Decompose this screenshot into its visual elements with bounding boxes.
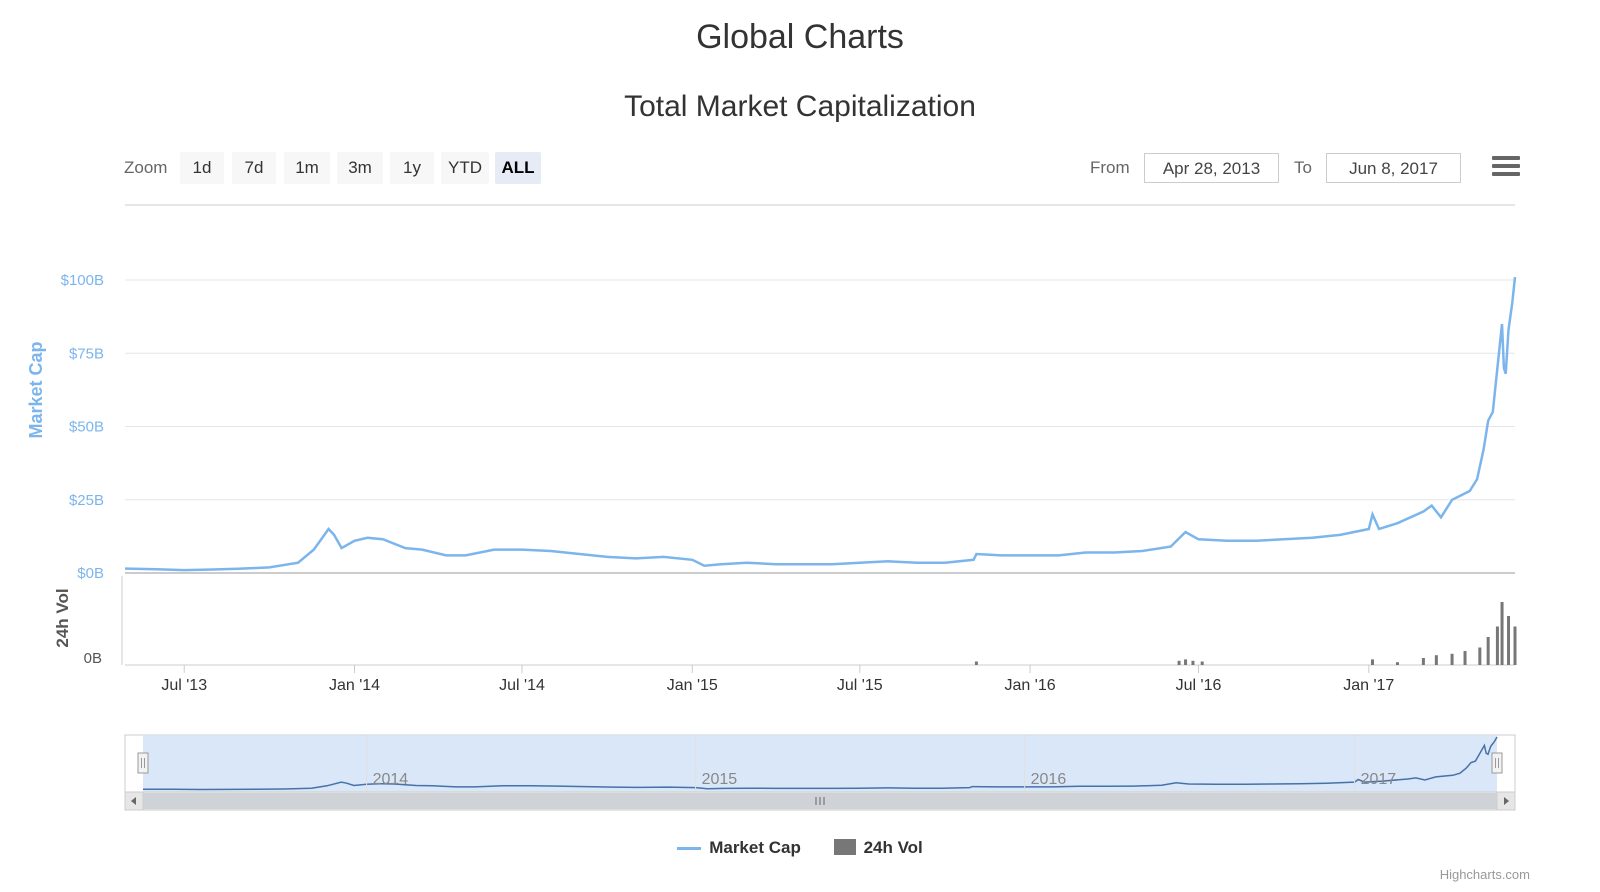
zoom-label: Zoom — [124, 158, 168, 177]
volume-bar — [1434, 655, 1438, 665]
chart-title: Total Market Capitalization — [624, 90, 976, 123]
volume-legend-icon — [833, 839, 856, 855]
x-axis-ticks: Jul '13 Jan '14 Jul '14 Jan '15 Jul '15 Jan '… — [161, 665, 1394, 694]
scroll-left-button[interactable] — [124, 791, 144, 811]
volume-bar — [1486, 637, 1490, 665]
x-tick-label: Jul '13 — [161, 677, 207, 694]
to-date-input[interactable]: Jun 8, 2017 — [1326, 153, 1461, 183]
scroll-right-button[interactable] — [1496, 791, 1516, 811]
navigator-tick-label: 2016 — [1031, 771, 1067, 788]
volume-bar — [1200, 661, 1204, 665]
y-tick-label: $25B — [69, 492, 104, 509]
x-tick-label: Jan '14 — [329, 677, 380, 694]
x-tick-label: Jan '17 — [1343, 677, 1394, 694]
y-tick-label: $0B — [77, 565, 104, 582]
scrollbar-thumb[interactable] — [143, 793, 1497, 809]
zoom-all-button[interactable]: ALL — [495, 152, 541, 184]
volume-tick-label: 0B — [84, 650, 102, 667]
volume-bar — [1507, 616, 1511, 665]
volume-bar — [1184, 659, 1188, 665]
volume-bar — [1177, 660, 1181, 665]
hamburger-menu-icon[interactable] — [1492, 156, 1520, 180]
from-label: From — [1090, 158, 1130, 177]
x-tick-label: Jan '15 — [667, 677, 718, 694]
to-label: To — [1294, 158, 1312, 177]
zoom-3m-button[interactable]: 3m — [337, 152, 383, 184]
navigator-frame — [124, 734, 1516, 793]
volume-axis-title: 24h Vol — [53, 588, 72, 647]
zoom-ytd-button[interactable]: YTD — [441, 152, 489, 184]
zoom-1y-button[interactable]: 1y — [390, 152, 434, 184]
legend-item-market-cap[interactable]: Market Cap — [677, 838, 801, 858]
page-title: Global Charts — [696, 18, 904, 56]
y-tick-label: $50B — [69, 419, 104, 436]
volume-bar — [1370, 659, 1374, 665]
x-tick-label: Jan '16 — [1005, 677, 1056, 694]
market-cap-legend-icon — [677, 847, 702, 851]
x-tick-label: Jul '15 — [837, 677, 883, 694]
y-tick-label: $100B — [61, 272, 104, 289]
credits-link[interactable]: Highcharts.com — [1439, 867, 1530, 882]
zoom-1m-button[interactable]: 1m — [284, 152, 330, 184]
volume-bar — [1500, 602, 1504, 665]
volume-bar — [1495, 626, 1499, 665]
market-cap-series-line — [124, 276, 1517, 572]
legend-item-24h-vol[interactable]: 24h Vol — [833, 838, 923, 858]
x-tick-label: Jul '14 — [499, 677, 545, 694]
navigator-handle[interactable] — [137, 752, 149, 774]
volume-bar — [1421, 658, 1425, 665]
volume-bar — [1513, 626, 1517, 665]
arrow-left-icon — [131, 797, 136, 805]
from-date-input[interactable]: Apr 28, 2013 — [1144, 153, 1279, 183]
zoom-7d-button[interactable]: 7d — [232, 152, 276, 184]
grid-lines — [121, 279, 1515, 666]
navigator-selection[interactable] — [143, 735, 1497, 792]
volume-bar — [1463, 651, 1467, 665]
arrow-right-icon — [1504, 797, 1509, 805]
navigator-tick-label: 2017 — [1361, 771, 1397, 788]
volume-bar — [1395, 662, 1399, 665]
y-axis-title: Market Cap — [26, 341, 46, 438]
volume-bar — [974, 661, 978, 665]
volume-bar — [1478, 647, 1482, 665]
x-tick-label: Jul '16 — [1176, 677, 1222, 694]
legend-label-24h-vol: 24h Vol — [863, 838, 923, 857]
volume-bar — [1191, 660, 1195, 665]
zoom-1d-button[interactable]: 1d — [180, 152, 224, 184]
navigator-handle[interactable] — [1491, 752, 1503, 774]
navigator-series-line — [142, 736, 1498, 791]
navigator: 2014 2015 2016 2017 — [124, 734, 1516, 811]
legend-label-market-cap: Market Cap — [709, 838, 801, 857]
navigator-tick-label: 2014 — [373, 771, 409, 788]
scrollbar-track[interactable] — [124, 791, 1516, 811]
legend: Market Cap 24h Vol — [0, 838, 1600, 858]
y-tick-label: $75B — [69, 345, 104, 362]
y-axis-ticks: $0B $25B $50B $75B $100B 0B — [61, 272, 104, 667]
volume-bars — [974, 602, 1517, 665]
navigator-tick-label: 2015 — [702, 771, 738, 788]
volume-bar — [1450, 653, 1454, 665]
